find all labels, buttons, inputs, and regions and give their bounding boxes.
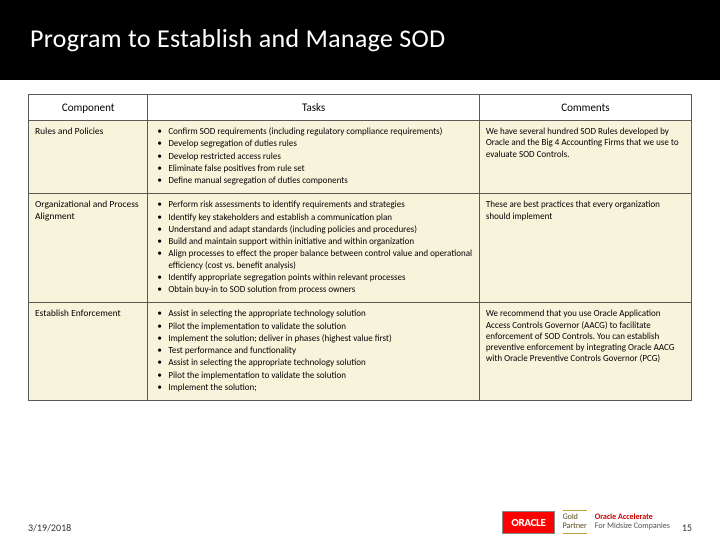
task-item: Identify key stakeholders and establish … [154, 212, 473, 223]
table-header-row: Component Tasks Comments [29, 95, 692, 121]
oracle-logo: ORACLE [502, 511, 554, 534]
task-item: Test performance and functionality [154, 345, 473, 356]
task-item: Implement the solution; deliver in phase… [154, 333, 473, 344]
task-item: Understand and adapt standards (includin… [154, 224, 473, 235]
cell-tasks: Confirm SOD requirements (including regu… [148, 121, 480, 194]
cell-tasks: Perform risk assessments to identify req… [148, 194, 480, 303]
partner-badge: ORACLE Gold Partner Oracle Accelerate Fo… [502, 510, 670, 534]
oracle-accelerate: Oracle Accelerate For Midsize Companies [595, 513, 670, 531]
cell-comments: We have several hundred SOD Rules develo… [479, 121, 691, 194]
task-item: Align processes to effect the proper bal… [154, 248, 473, 271]
cell-comments: We recommend that you use Oracle Applica… [479, 303, 691, 401]
task-list: Perform risk assessments to identify req… [154, 199, 473, 295]
header-comments: Comments [479, 95, 691, 121]
sod-table: Component Tasks Comments Rules and Polic… [28, 94, 692, 401]
table-row: Organizational and Process Alignment Perf… [29, 194, 692, 303]
task-item: Eliminate false positives from rule set [154, 163, 473, 174]
gold-partner-label: Gold Partner [563, 510, 587, 534]
task-item: Perform risk assessments to identify req… [154, 199, 473, 210]
partner-label: Partner [563, 522, 587, 531]
cell-component: Establish Enforcement [29, 303, 148, 401]
task-item: Pilot the implementation to validate the… [154, 321, 473, 332]
task-item: Assist in selecting the appropriate tech… [154, 308, 473, 319]
accelerate-sub: For Midsize Companies [595, 522, 670, 531]
task-item: Define manual segregation of duties comp… [154, 175, 473, 186]
task-item: Pilot the implementation to validate the… [154, 370, 473, 381]
task-item: Identify appropriate segregation points … [154, 272, 473, 283]
cell-tasks: Assist in selecting the appropriate tech… [148, 303, 480, 401]
task-list: Confirm SOD requirements (including regu… [154, 126, 473, 186]
task-item: Develop restricted access rules [154, 151, 473, 162]
cell-component: Organizational and Process Alignment [29, 194, 148, 303]
footer-right: ORACLE Gold Partner Oracle Accelerate Fo… [502, 510, 692, 534]
table-body: Rules and Policies Confirm SOD requiremen… [29, 121, 692, 401]
task-item: Implement the solution; [154, 382, 473, 393]
task-item: Assist in selecting the appropriate tech… [154, 357, 473, 368]
task-list: Assist in selecting the appropriate tech… [154, 308, 473, 393]
content-area: Component Tasks Comments Rules and Polic… [0, 80, 720, 401]
header-component: Component [29, 95, 148, 121]
footer-date: 3/19/2018 [28, 521, 71, 534]
page-number: 15 [682, 521, 692, 534]
table-row: Rules and Policies Confirm SOD requiremen… [29, 121, 692, 194]
task-item: Develop segregation of duties rules [154, 138, 473, 149]
title-band: Program to Establish and Manage SOD [0, 0, 720, 80]
task-item: Obtain buy-in to SOD solution from proce… [154, 284, 473, 295]
footer: 3/19/2018 ORACLE Gold Partner Oracle Acc… [0, 510, 720, 534]
page-title: Program to Establish and Manage SOD [30, 22, 690, 54]
header-tasks: Tasks [148, 95, 480, 121]
task-item: Confirm SOD requirements (including regu… [154, 126, 473, 137]
table-row: Establish Enforcement Assist in selecting… [29, 303, 692, 401]
cell-component: Rules and Policies [29, 121, 148, 194]
task-item: Build and maintain support within initia… [154, 236, 473, 247]
cell-comments: These are best practices that every orga… [479, 194, 691, 303]
